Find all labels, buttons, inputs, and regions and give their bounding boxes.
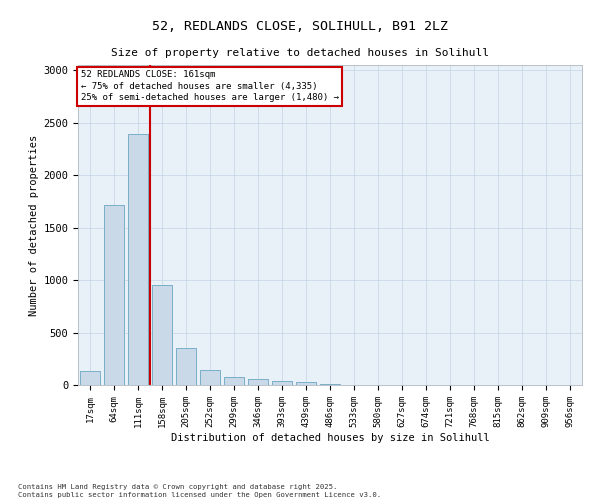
Bar	[176, 348, 196, 385]
Bar	[104, 204, 124, 385]
Bar	[248, 379, 268, 385]
Bar	[152, 286, 172, 385]
Bar	[296, 382, 316, 385]
Bar	[80, 372, 100, 385]
Text: Contains HM Land Registry data © Crown copyright and database right 2025.
Contai: Contains HM Land Registry data © Crown c…	[18, 484, 381, 498]
Bar	[272, 381, 292, 385]
Text: Size of property relative to detached houses in Solihull: Size of property relative to detached ho…	[111, 48, 489, 58]
Bar	[200, 370, 220, 385]
Y-axis label: Number of detached properties: Number of detached properties	[29, 134, 39, 316]
Bar	[320, 384, 340, 385]
Bar	[224, 376, 244, 385]
Text: 52, REDLANDS CLOSE, SOLIHULL, B91 2LZ: 52, REDLANDS CLOSE, SOLIHULL, B91 2LZ	[152, 20, 448, 33]
X-axis label: Distribution of detached houses by size in Solihull: Distribution of detached houses by size …	[170, 432, 490, 442]
Text: 52 REDLANDS CLOSE: 161sqm
← 75% of detached houses are smaller (4,335)
25% of se: 52 REDLANDS CLOSE: 161sqm ← 75% of detac…	[80, 70, 338, 102]
Bar	[128, 134, 148, 385]
